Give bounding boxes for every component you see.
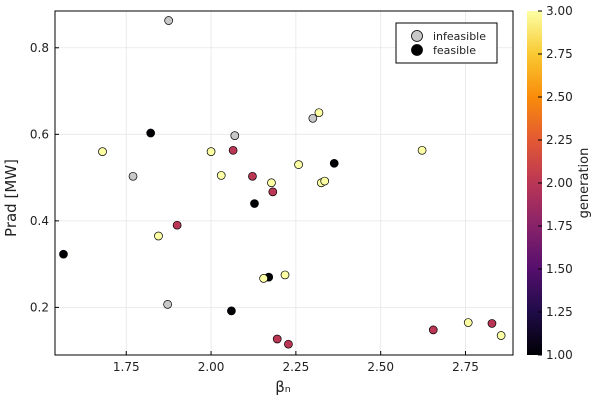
point-feasible <box>267 178 276 188</box>
y-axis-ticks: 0.2 0.4 0.6 0.8 <box>30 41 59 314</box>
point-infeasible <box>128 171 138 181</box>
legend-marker-feasible <box>411 44 423 56</box>
point-feasible <box>320 176 330 186</box>
y-tick-label: 0.4 <box>30 214 49 228</box>
point-feasible <box>228 145 238 155</box>
legend-box <box>395 22 498 64</box>
point-feasible <box>463 318 473 327</box>
colorbar-tick-label: 3.00 <box>546 4 573 18</box>
point-feasible <box>206 147 216 156</box>
point-feasible <box>487 319 497 328</box>
plot-frame <box>54 10 514 356</box>
colorbar: 1.00 1.25 1.50 1.75 2.00 2.25 2.50 2.75 3.00 gen… <box>527 4 592 362</box>
point-feasible <box>250 199 259 208</box>
legend-label-infeasible: infeasible <box>433 30 486 43</box>
point-feasible <box>146 128 156 138</box>
point-feasible <box>428 325 438 335</box>
point-infeasible <box>163 300 172 309</box>
point-feasible <box>154 231 163 241</box>
colorbar-ticks: 1.00 1.25 1.50 1.75 2.00 2.25 2.50 2.75 3.00 <box>538 4 573 362</box>
point-feasible <box>248 171 257 181</box>
x-tick-label: 2.25 <box>283 360 310 374</box>
x-tick-label: 2.50 <box>367 360 394 374</box>
legend: infeasible feasible <box>395 22 498 64</box>
point-feasible <box>216 171 226 180</box>
colorbar-tick-label: 2.50 <box>546 90 573 104</box>
y-tick-label: 0.6 <box>30 127 49 141</box>
x-axis-ticks: 1.75 2.00 2.25 2.50 2.75 <box>113 351 479 374</box>
x-axis-label: βₙ <box>275 378 291 396</box>
point-feasible <box>172 220 182 230</box>
point-feasible <box>259 274 268 283</box>
point-infeasible <box>164 16 174 25</box>
colorbar-tick-label: 2.75 <box>546 47 573 61</box>
colorbar-tick-label: 2.00 <box>546 176 573 190</box>
point-infeasible <box>230 131 240 140</box>
x-tick-label: 1.75 <box>113 360 140 374</box>
point-feasible <box>59 249 68 259</box>
legend-label-feasible: feasible <box>433 44 476 57</box>
point-feasible <box>268 187 278 197</box>
point-feasible <box>98 147 107 156</box>
point-infeasible <box>308 113 318 123</box>
colorbar-tick-label: 1.50 <box>546 262 573 276</box>
y-axis-label: Prad [MW] <box>2 159 20 237</box>
point-feasible <box>284 339 293 349</box>
legend-marker-infeasible <box>411 30 423 42</box>
data-points <box>59 16 506 349</box>
y-tick-label: 0.2 <box>30 300 49 314</box>
colorbar-tick-label: 1.25 <box>546 305 573 319</box>
y-tick-label: 0.8 <box>30 41 49 55</box>
point-feasible <box>329 158 339 168</box>
colorbar-tick-label: 1.75 <box>546 219 573 233</box>
point-feasible <box>280 270 290 280</box>
colorbar-tick-label: 2.25 <box>546 133 573 147</box>
point-feasible <box>294 160 303 169</box>
x-tick-label: 2.75 <box>452 360 479 374</box>
point-feasible <box>272 334 282 344</box>
point-feasible <box>417 145 427 155</box>
colorbar-tick-label: 1.00 <box>546 348 573 362</box>
point-feasible <box>314 108 324 118</box>
point-feasible <box>227 306 236 316</box>
colorbar-label: generation <box>577 148 592 219</box>
x-tick-label: 2.00 <box>198 360 225 374</box>
point-feasible <box>496 331 506 340</box>
